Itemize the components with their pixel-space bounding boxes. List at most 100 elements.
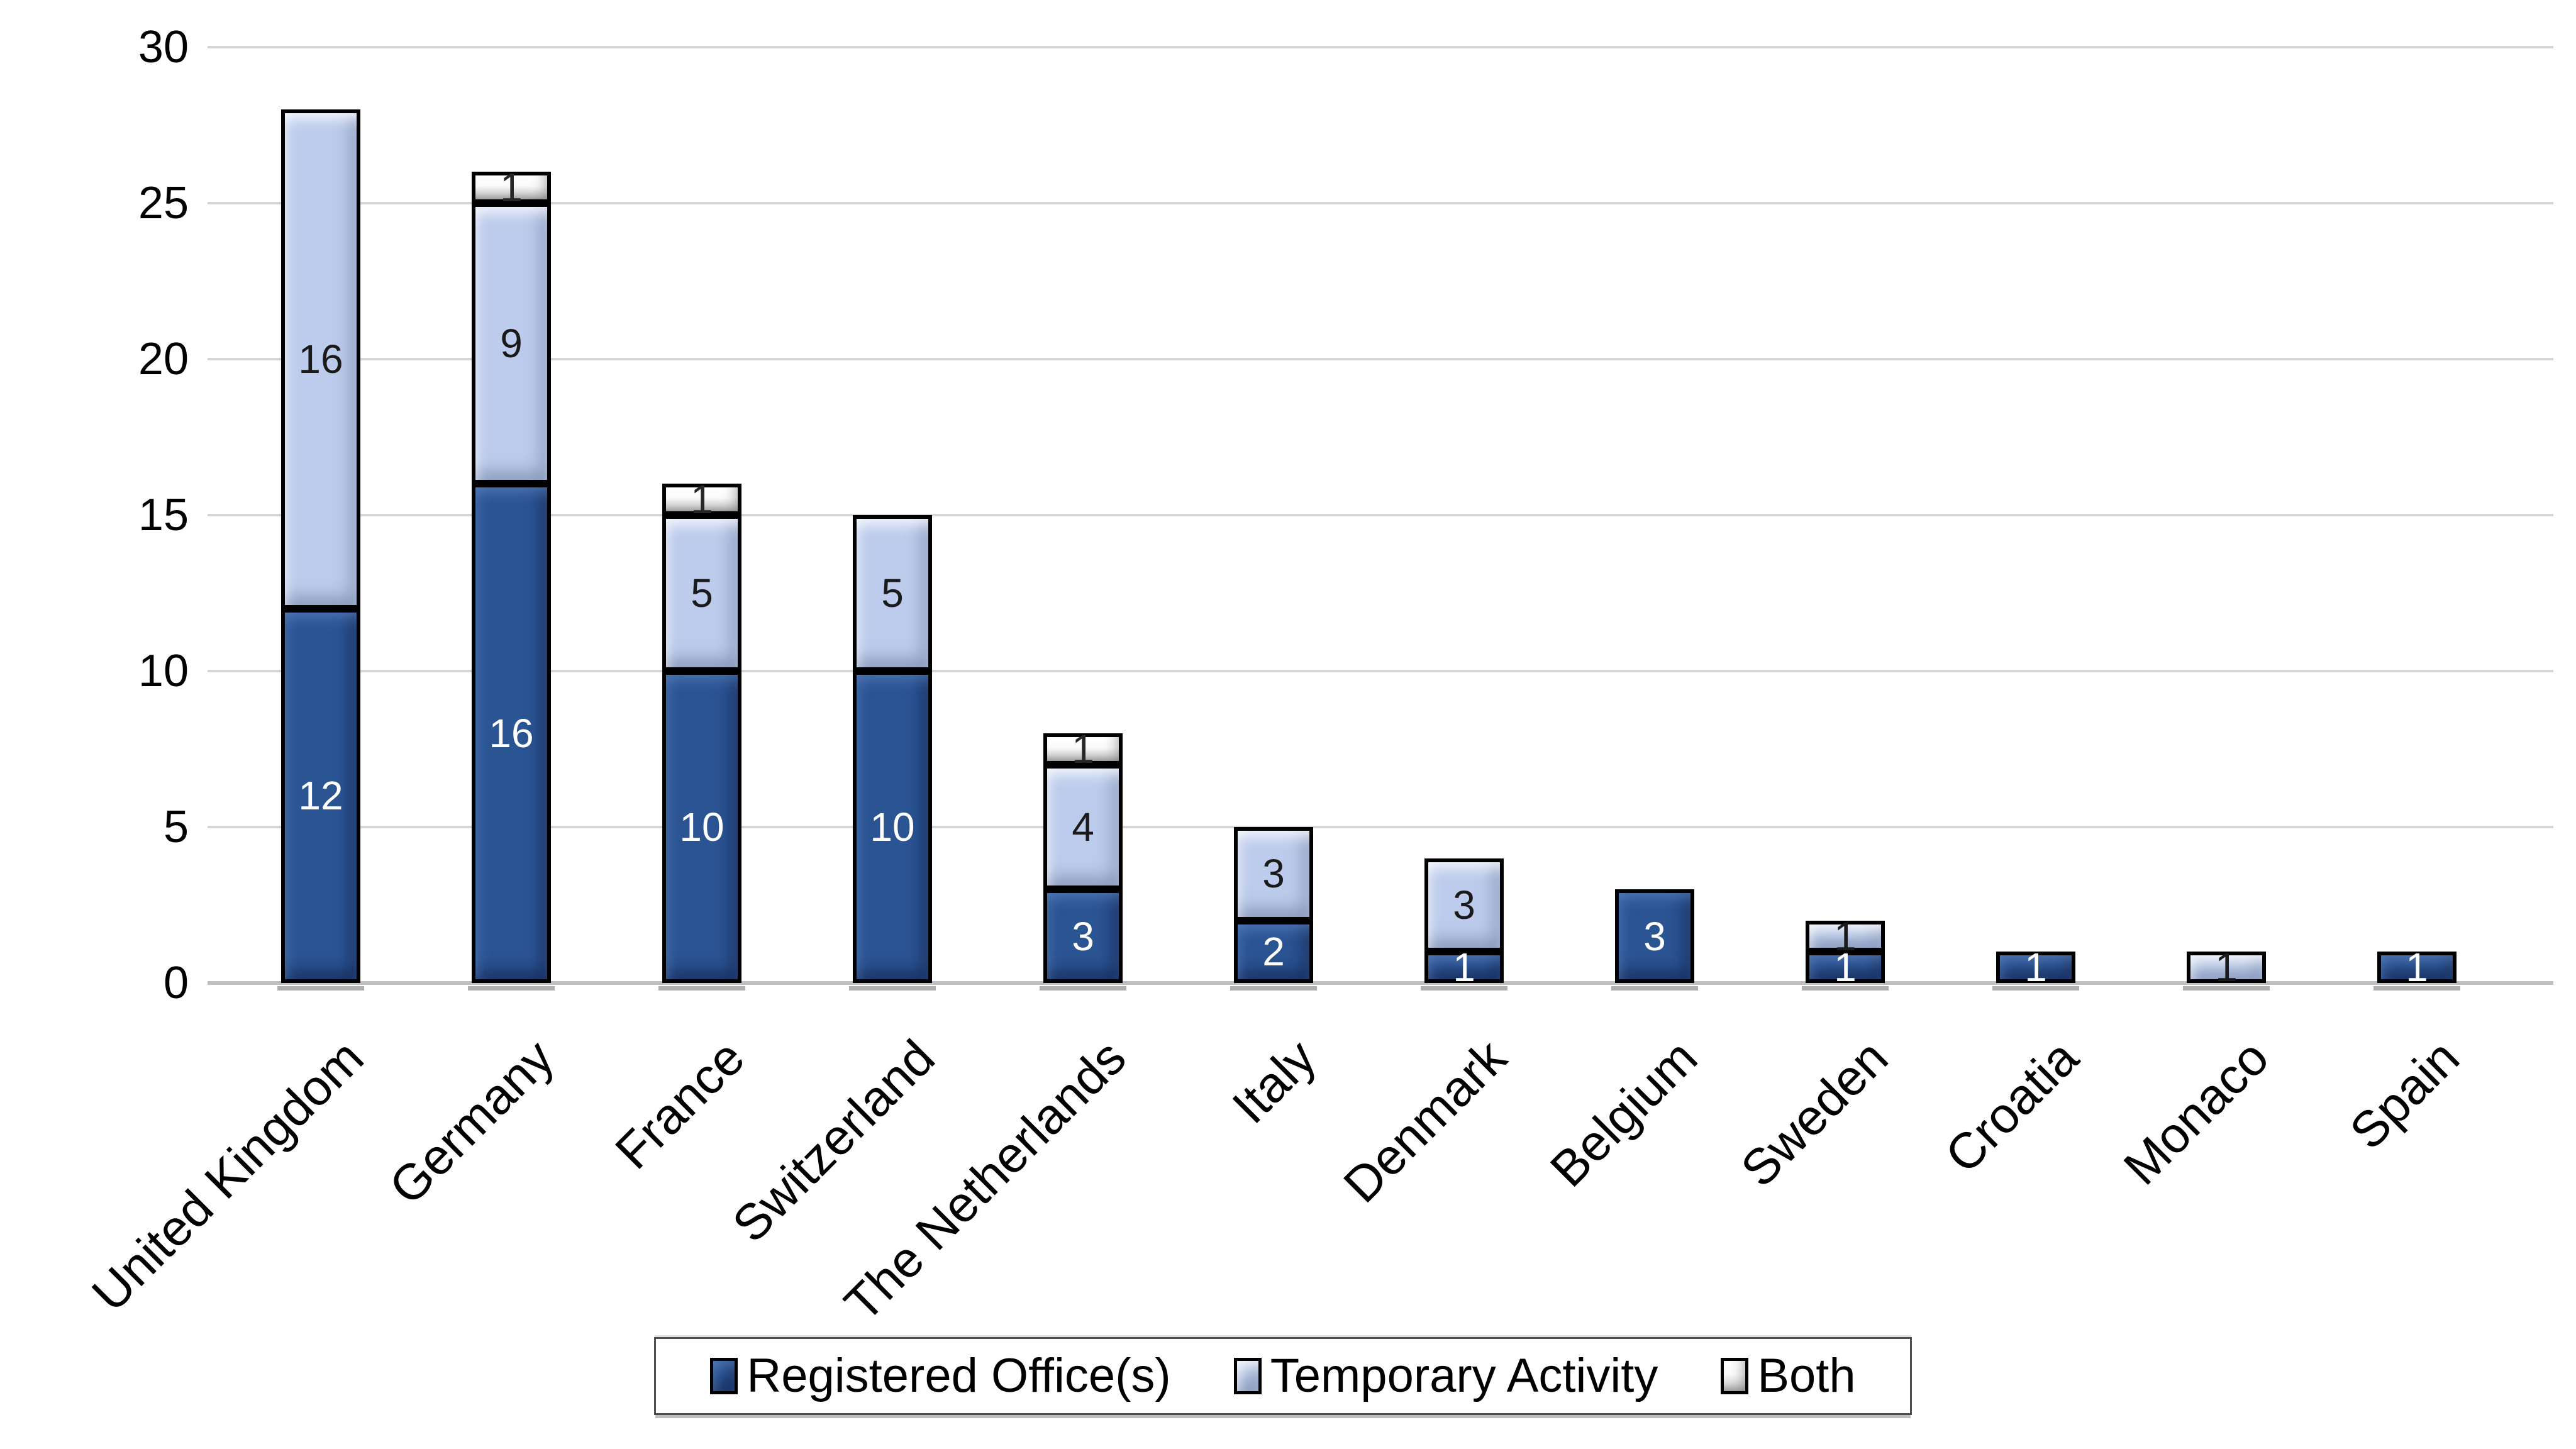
bar-value-label: 2 [1262,929,1285,975]
temporary-activity-swatch-icon [1233,1358,1262,1394]
y-tick-label: 30 [138,22,189,72]
bar-value-label: 1 [2024,945,2047,991]
bar-segment-registered-office-s-: 3 [1043,889,1123,983]
bar-value-label: 1 [500,165,523,211]
bar-segment-both: 1 [472,167,551,208]
x-axis-label: United Kingdom [80,1029,374,1322]
y-tick-label: 25 [138,178,189,228]
bar-value-label: 10 [870,804,915,850]
bar-segment-temporary-activity: 5 [853,515,932,671]
both-swatch-icon [1721,1358,1749,1394]
x-axis-label: Belgium [1540,1029,1708,1197]
bar-segment-registered-office-s-: 10 [853,671,932,983]
bar-value-label: 16 [298,336,343,382]
bar-segment-temporary-activity: 9 [472,203,551,484]
bar-segment-registered-office-s-: 16 [472,484,551,983]
registered-offices-swatch-icon [710,1358,738,1394]
gridline [208,358,2553,360]
x-axis-label: Spain [2339,1029,2470,1160]
bar-spain: 1 [2377,947,2457,987]
legend-item-temporary-activity: Temporary Activity [1233,1349,1658,1402]
legend-label-registered-offices: Registered Office(s) [747,1349,1171,1402]
bar-shadow [658,986,745,991]
legend-label-both: Both [1757,1349,1856,1402]
bar-value-label: 1 [691,477,713,523]
bar-segment-registered-office-s-: 1 [2377,947,2457,987]
y-tick-label: 15 [138,490,189,540]
bar-monaco: 1 [2187,947,2266,987]
legend-item-registered-offices: Registered Office(s) [710,1349,1171,1402]
bar-shadow [2183,986,2270,991]
legend: Registered Office(s) Temporary Activity … [654,1337,1912,1415]
x-axis-label: Denmark [1333,1029,1518,1213]
bar-value-label: 3 [1453,882,1475,928]
bar-shadow [277,986,364,991]
bar-shadow [1992,986,2079,991]
bar-segment-temporary-activity: 3 [1234,827,1313,921]
bar-value-label: 3 [1072,913,1094,959]
x-axis-label: Italy [1221,1029,1327,1135]
gridline [208,670,2553,672]
bar-segment-registered-office-s-: 1 [1806,947,1885,987]
bar-segment-registered-office-s-: 10 [662,671,741,983]
y-tick-label: 20 [138,334,189,384]
bar-value-label: 1 [2406,945,2428,991]
bar-segment-registered-office-s-: 1 [1424,947,1504,987]
bar-segment-registered-office-s-: 3 [1615,889,1694,983]
bar-shadow [2373,986,2460,991]
x-axis-label: Sweden [1730,1029,1899,1197]
bar-germany: 16 9 1 [472,167,551,983]
bar-croatia: 1 [1996,947,2075,987]
bar-segment-registered-office-s-: 1 [1996,947,2075,987]
bar-value-label: 4 [1072,804,1094,850]
bar-segment-both: 1 [1043,729,1123,769]
bar-value-label: 12 [298,773,343,819]
bar-value-label: 9 [500,321,523,367]
bar-the-netherlands: 3 4 1 [1043,729,1123,983]
bar-united-kingdom: 12 16 [281,109,360,983]
bar-shadow [468,986,555,991]
bar-segment-temporary-activity: 1 [2187,947,2266,987]
x-axis-line [208,981,2553,985]
bar-value-label: 1 [1834,913,1857,959]
bar-value-label: 1 [1834,945,1857,991]
y-tick-label: 5 [163,802,189,852]
bar-value-label: 3 [1262,851,1285,897]
bar-value-label: 3 [1643,913,1666,959]
bar-shadow [1421,986,1507,991]
bar-shadow [1040,986,1126,991]
bar-shadow [1611,986,1698,991]
gridline [208,826,2553,828]
bar-segment-registered-office-s-: 12 [281,608,360,983]
gridline [208,46,2553,48]
x-axis-label: Croatia [1935,1029,2089,1184]
gridline [208,514,2553,516]
y-tick-label: 10 [138,646,189,696]
bar-belgium: 3 [1615,889,1694,983]
bar-france: 10 5 1 [662,479,741,983]
bar-shadow [1230,986,1317,991]
bar-segment-temporary-activity: 1 [1806,916,1885,957]
bar-value-label: 5 [881,570,904,616]
bar-segment-temporary-activity: 16 [281,109,360,609]
bar-value-label: 1 [1072,726,1094,772]
bar-value-label: 5 [691,570,713,616]
legend-label-temporary-activity: Temporary Activity [1270,1349,1658,1402]
bar-segment-both: 1 [662,479,741,519]
bar-segment-temporary-activity: 4 [1043,764,1123,890]
bar-segment-registered-office-s-: 2 [1234,920,1313,983]
bar-segment-temporary-activity: 5 [662,515,741,671]
bar-shadow [1802,986,1889,991]
bar-value-label: 1 [1453,945,1475,991]
bar-shadow [849,986,936,991]
gridline [208,202,2553,204]
y-tick-label: 0 [163,958,189,1008]
x-axis-label: Monaco [2113,1029,2280,1196]
x-axis-label: France [604,1029,755,1180]
x-axis-label: Germany [378,1029,565,1216]
bar-value-label: 16 [489,711,534,757]
